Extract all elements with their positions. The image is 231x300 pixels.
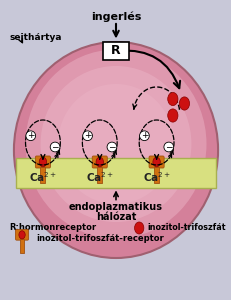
FancyBboxPatch shape [92,156,107,168]
Text: inozitol-trifoszfát: inozitol-trifoszfát [147,224,225,232]
Ellipse shape [40,66,191,222]
Bar [20,239,24,253]
Circle shape [167,109,177,122]
Text: inozitol-trifoszfát-receptor: inozitol-trifoszfát-receptor [36,234,163,243]
Ellipse shape [58,84,173,204]
FancyBboxPatch shape [15,230,28,240]
Circle shape [167,92,177,106]
Text: R:hormonreceptor: R:hormonreceptor [9,224,96,232]
Text: endoplazmatikus: endoplazmatikus [69,202,162,212]
Ellipse shape [25,50,206,238]
Bar [153,167,158,183]
Bar [40,167,45,183]
FancyBboxPatch shape [102,42,129,60]
Circle shape [39,157,46,167]
Bar [16,158,215,188]
Text: −: − [108,142,115,152]
Circle shape [96,157,103,167]
Text: sejthártya: sejthártya [9,33,61,42]
Text: −: − [164,142,172,152]
FancyBboxPatch shape [149,156,164,168]
FancyArrowPatch shape [118,50,179,88]
Text: R: R [111,44,120,58]
Text: Ca$^{2+}$: Ca$^{2+}$ [29,171,57,184]
Text: +: + [27,131,34,140]
Ellipse shape [14,42,217,258]
Text: Ca$^{2+}$: Ca$^{2+}$ [85,171,113,184]
Text: hálózat: hálózat [95,212,136,222]
Circle shape [19,231,25,239]
Bar [97,167,102,183]
Circle shape [134,222,143,234]
Circle shape [179,97,189,110]
Text: +: + [83,131,91,140]
Text: ingerlés: ingerlés [90,11,141,22]
Text: −: − [51,142,59,152]
Text: +: + [140,131,148,140]
Text: Ca$^{2+}$: Ca$^{2+}$ [142,171,170,184]
Circle shape [152,157,160,167]
FancyBboxPatch shape [35,156,50,168]
